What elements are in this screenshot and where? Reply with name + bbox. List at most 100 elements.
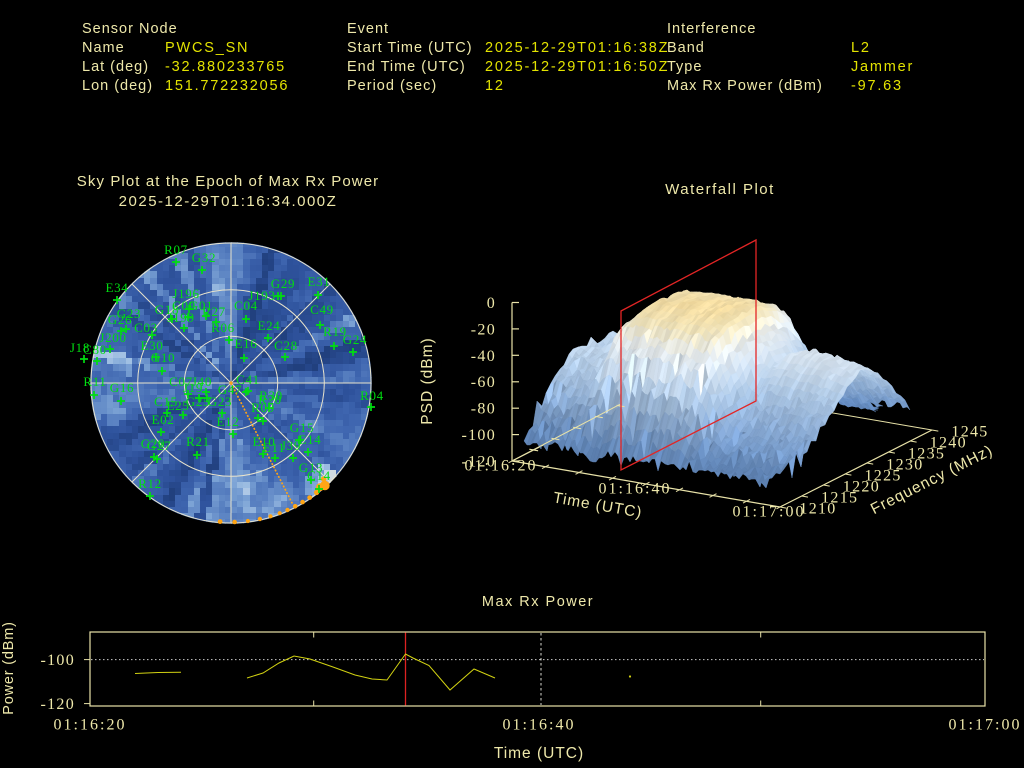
svg-text:G26: G26 [108,312,133,327]
svg-text:Lat (deg): Lat (deg) [82,59,149,75]
svg-text:R04: R04 [360,388,384,403]
svg-text:2025-12-29T01:16:34.000Z: 2025-12-29T01:16:34.000Z [119,193,338,210]
svg-text:1215: 1215 [821,490,858,507]
svg-text:-40: -40 [471,348,496,365]
svg-text:Time (UTC): Time (UTC) [494,745,584,762]
svg-text:E25: E25 [166,398,189,413]
svg-text:R20: R20 [258,392,282,407]
svg-text:Start Time (UTC): Start Time (UTC) [347,40,473,56]
svg-text:E12: E12 [216,414,239,429]
svg-text:-97.63: -97.63 [851,78,903,94]
svg-text:1220: 1220 [843,479,880,496]
svg-text:J200: J200 [99,330,126,345]
svg-text:-120: -120 [461,454,496,471]
svg-text:Event: Event [347,21,389,37]
svg-text:-60: -60 [471,374,496,391]
svg-text:G16: G16 [110,380,135,395]
svg-text:-20: -20 [471,321,496,338]
svg-text:E30: E30 [140,338,163,353]
svg-text:G23: G23 [117,306,142,321]
svg-text:G18: G18 [155,302,180,317]
svg-text:G01: G01 [189,298,214,313]
svg-text:C14: C14 [307,468,331,483]
svg-text:1230: 1230 [886,457,923,474]
svg-text:01:17:00: 01:17:00 [733,504,806,521]
svg-text:J19: J19 [183,380,203,395]
svg-text:R07: R07 [164,242,188,257]
svg-text:01:17:00: 01:17:00 [949,717,1022,734]
svg-text:J193: J193 [248,288,275,303]
svg-text:C15: C15 [154,394,178,409]
svg-text:PWCS_SN: PWCS_SN [165,40,249,56]
svg-text:C80: C80 [83,342,107,357]
svg-text:1245: 1245 [951,424,988,441]
svg-text:-100: -100 [461,427,496,444]
svg-text:C04: C04 [234,298,258,313]
svg-text:G24: G24 [343,332,368,347]
svg-text:Sensor Node: Sensor Node [82,21,178,37]
svg-text:G15: G15 [290,420,315,435]
svg-text:01:16:20: 01:16:20 [465,458,538,475]
svg-text:Band: Band [667,40,705,56]
svg-text:E31: E31 [307,274,330,289]
svg-text:C07: C07 [169,374,193,389]
svg-text:-32.880233765: -32.880233765 [165,59,286,75]
svg-text:Name: Name [82,40,125,56]
svg-text:Interference: Interference [667,21,756,37]
svg-text:G27: G27 [147,438,172,453]
svg-text:G10: G10 [151,350,176,365]
svg-text:G32: G32 [192,250,217,265]
svg-text:01:16:20: 01:16:20 [54,717,127,734]
svg-text:151.772232056: 151.772232056 [165,78,289,94]
svg-text:1210: 1210 [799,501,836,518]
svg-text:Max Rx Power (dBm): Max Rx Power (dBm) [667,78,823,94]
svg-text:PSD (dBm): PSD (dBm) [419,337,436,424]
svg-text:G29: G29 [271,276,296,291]
svg-text:Sky Plot at the Epoch of Max R: Sky Plot at the Epoch of Max Rx Power [77,173,379,190]
svg-text:Type: Type [667,59,702,75]
svg-text:-100: -100 [40,652,75,669]
svg-text:-120: -120 [40,696,75,713]
svg-text:R06: R06 [211,320,235,335]
svg-text:Max Rx Power: Max Rx Power [482,594,594,610]
svg-text:J40: J40 [192,374,212,389]
svg-text:G13: G13 [299,460,324,475]
svg-text:E02: E02 [151,412,174,427]
svg-text:01:16:40: 01:16:40 [503,717,576,734]
svg-text:1240: 1240 [930,435,967,452]
svg-text:R12: R12 [138,476,162,491]
svg-text:R09: R09 [251,400,275,415]
svg-text:Lon (deg): Lon (deg) [82,78,153,94]
svg-text:E10: E10 [252,434,275,449]
svg-text:R30: R30 [259,388,283,403]
svg-text:-80: -80 [471,401,496,418]
svg-text:J196: J196 [172,286,199,301]
svg-text:R27: R27 [202,304,226,319]
svg-text:Period (sec): Period (sec) [347,78,437,94]
svg-text:1225: 1225 [864,468,901,485]
svg-text:E11: E11 [263,440,286,455]
svg-text:Waterfall Plot: Waterfall Plot [665,181,775,198]
svg-text:E34: E34 [105,280,128,295]
svg-text:E14: E14 [298,432,321,447]
svg-text:Jammer: Jammer [851,59,914,75]
svg-text:2025-12-29T01:16:38Z: 2025-12-29T01:16:38Z [485,40,669,56]
svg-text:J39: J39 [281,438,301,453]
svg-text:G23: G23 [208,394,233,409]
svg-text:C41: C41 [236,372,260,387]
svg-text:C09: C09 [172,298,196,313]
svg-text:C28: C28 [274,338,298,353]
svg-text:12: 12 [485,78,505,94]
svg-text:G20: G20 [141,436,166,451]
svg-text:End Time (UTC): End Time (UTC) [347,59,466,75]
svg-text:R11: R11 [83,374,106,389]
svg-text:C03: C03 [134,320,158,335]
svg-text:R19: R19 [323,324,347,339]
svg-text:0: 0 [487,295,496,312]
svg-text:E16: E16 [234,336,257,351]
svg-text:L2: L2 [851,40,871,56]
svg-text:2025-12-29T01:16:50Z: 2025-12-29T01:16:50Z [485,59,669,75]
svg-text:G47: G47 [218,382,243,397]
svg-text:E24: E24 [257,318,280,333]
svg-text:C49: C49 [310,302,334,317]
